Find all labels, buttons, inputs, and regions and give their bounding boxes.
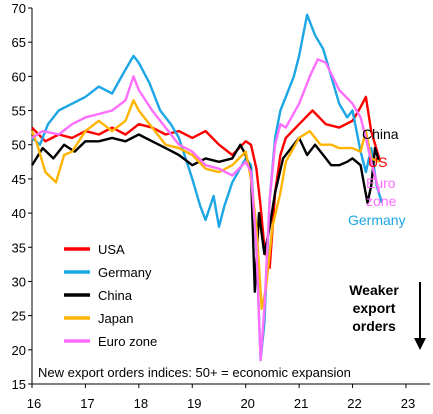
y-tick-label: 55	[12, 104, 26, 119]
legend-label-germany: Germany	[98, 265, 152, 280]
y-tick-label: 70	[12, 1, 26, 16]
weaker-note-line: orders	[352, 318, 396, 334]
x-tick-label: 20	[240, 396, 254, 411]
series-line-usa	[31, 95, 381, 269]
y-tick-label: 65	[12, 35, 26, 50]
x-tick-label: 23	[401, 396, 415, 411]
series-line-japan	[30, 99, 380, 310]
y-tick-label: 20	[12, 343, 26, 358]
down-arrow-icon	[414, 338, 426, 350]
chart-annotation: New export orders indices: 50+ = economi…	[38, 365, 351, 380]
axes: 15 20 25 30 35 40 45 50 55 60 65 70 16 17 18 19 20 21 22 23	[12, 1, 430, 411]
y-tick-label: 50	[12, 138, 26, 153]
series-lines	[30, 13, 384, 362]
y-tick-label: 60	[12, 69, 26, 84]
end-label-china: China	[362, 126, 399, 142]
y-tick-label: 25	[12, 309, 26, 324]
legend-label-japan: Japan	[98, 311, 133, 326]
y-tick-label: 15	[12, 377, 26, 392]
y-tick-label: 30	[12, 274, 26, 289]
end-labels: US Germany China Euro zone	[348, 126, 406, 228]
legend-label-euro-zone: Euro zone	[98, 334, 157, 349]
series-line-germany	[31, 13, 384, 362]
x-tick-label: 22	[347, 396, 361, 411]
legend: USA Germany China Japan Euro zone	[64, 242, 157, 349]
series-line-china	[30, 133, 381, 293]
end-label-germany: Germany	[348, 212, 406, 228]
x-tick-label: 21	[294, 396, 308, 411]
series-line-euro-zone	[31, 58, 381, 362]
end-label-euro-zone: Euro	[366, 175, 396, 191]
legend-label-usa: USA	[98, 242, 125, 257]
y-tick-label: 45	[12, 172, 26, 187]
weaker-note-line: export	[353, 300, 396, 316]
end-label-usa: US	[368, 154, 387, 170]
legend-label-china: China	[98, 288, 133, 303]
y-tick-label: 35	[12, 240, 26, 255]
x-tick-label: 19	[187, 396, 201, 411]
weaker-export-orders-note: Weaker export orders	[349, 282, 426, 350]
weaker-note-line: Weaker	[349, 282, 399, 298]
x-tick-label: 16	[27, 396, 41, 411]
x-tick-label: 17	[80, 396, 94, 411]
x-tick-label: 18	[134, 396, 148, 411]
end-label-euro-zone: zone	[366, 193, 397, 209]
y-tick-label: 40	[12, 206, 26, 221]
